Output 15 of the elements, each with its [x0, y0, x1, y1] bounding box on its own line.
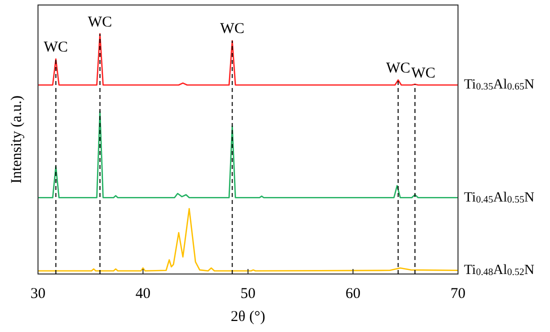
x-tick-label: 50: [240, 286, 256, 302]
series-label: Ti0.35Al0.65N: [464, 78, 534, 93]
series-label: Ti0.48Al0.52N: [464, 263, 534, 278]
y-axis-title: Intensity (a.u.): [8, 96, 25, 184]
ref-line-label: WC: [220, 21, 244, 38]
ref-line-label: WC: [88, 14, 112, 30]
x-tick-label: 40: [136, 286, 150, 302]
ref-line-label: WC: [44, 39, 68, 56]
series-label: Ti0.45Al0.55N: [464, 190, 534, 206]
ref-line-label: WC: [411, 65, 436, 82]
x-tick-label: 70: [450, 286, 466, 302]
ref-line-label: WC: [386, 60, 410, 76]
x-axis-title: 2θ (°): [230, 308, 266, 325]
x-tick-label: 30: [30, 286, 46, 302]
x-tick-label: 60: [346, 286, 360, 302]
